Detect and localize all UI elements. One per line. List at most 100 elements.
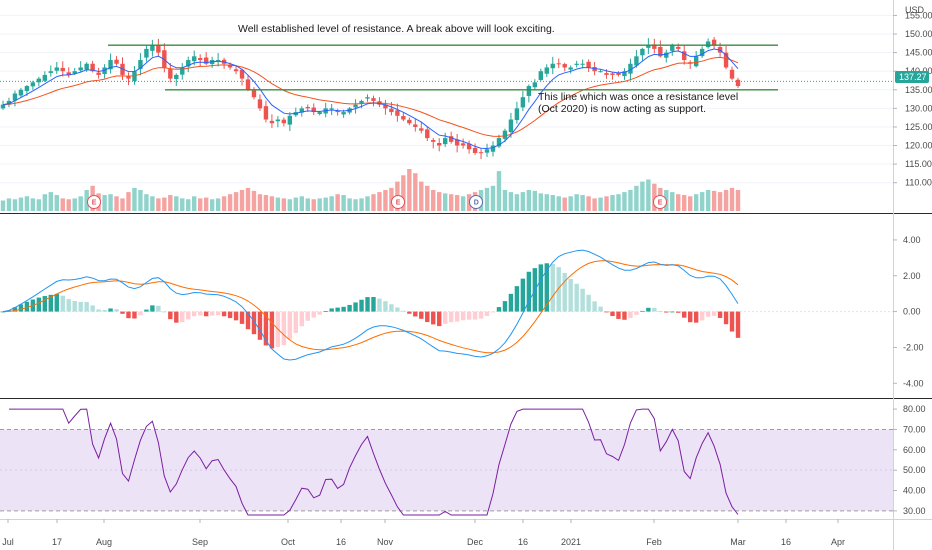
candle-body [0, 104, 6, 109]
volume-bar [66, 199, 71, 211]
volume-bar [670, 192, 675, 211]
time-tick-label: Nov [377, 537, 394, 547]
candle-body [48, 71, 54, 73]
macd-histogram-bar [610, 311, 615, 317]
rsi-panel [0, 408, 893, 516]
volume-bar [365, 196, 370, 211]
volume-bar [203, 197, 209, 211]
earnings-marker-label: E [658, 200, 663, 207]
macd-histogram-bar [556, 267, 561, 312]
macd-histogram-bar [395, 307, 400, 312]
volume-bar [245, 187, 251, 211]
candle-body [42, 74, 48, 81]
volume-bar [401, 175, 406, 211]
candle-body [664, 52, 669, 58]
volume-bar [251, 190, 257, 211]
candle-body [305, 107, 310, 109]
macd-histogram-bar [251, 311, 257, 335]
macd-histogram-bar [670, 311, 675, 313]
volume-bar [508, 192, 514, 211]
time-tick-label: Sep [192, 537, 208, 547]
macd-histogram-bar [54, 293, 59, 312]
price-tick-label: 130.00 [905, 103, 932, 113]
volume-bar [18, 197, 24, 211]
earnings-marker[interactable] [87, 195, 101, 209]
macd-histogram-bar [616, 311, 621, 319]
volume-bar [317, 198, 322, 211]
candle-body [174, 74, 179, 80]
volume-bar [323, 197, 328, 211]
candle-body [413, 124, 418, 127]
volume-bar [502, 190, 508, 211]
candle-body [383, 104, 388, 109]
candle-body [550, 63, 555, 69]
macd-histogram-bar [347, 304, 352, 312]
candle-body [96, 72, 101, 75]
macd-histogram-bar [658, 311, 663, 312]
candle-body [478, 152, 484, 154]
candle-body [622, 71, 627, 77]
macd-histogram-bar [353, 302, 358, 312]
macd-histogram-bar [634, 311, 639, 315]
volume-bar [484, 187, 490, 211]
volume-bar [377, 192, 382, 211]
macd-histogram-bar [144, 309, 149, 312]
macd-histogram-bar [723, 311, 729, 325]
macd-histogram-bar [299, 311, 304, 327]
candle-body [472, 147, 478, 153]
volume-bar [335, 194, 340, 211]
macd-histogram-bar [66, 299, 71, 312]
macd-signal-line [2, 260, 739, 354]
macd-histogram-bar [197, 311, 203, 316]
last-price-label: 137.27 [899, 72, 927, 82]
volume-bar [592, 198, 597, 211]
volume-bar [604, 196, 609, 211]
earnings-marker[interactable] [653, 195, 667, 209]
support-annotation-line2: (Oct 2020) is now acting as support. [538, 103, 706, 115]
candle-body [496, 138, 502, 147]
price-tick-label: 155.00 [905, 10, 932, 20]
candle-body [628, 63, 633, 74]
candle-body [705, 41, 711, 48]
candle-body [711, 39, 717, 46]
macd-histogram-bar [664, 311, 669, 313]
candle-body [448, 136, 454, 142]
macd-histogram-bar [174, 311, 179, 323]
candle-body [395, 110, 400, 116]
candle-body [568, 67, 573, 70]
candle-body [574, 63, 579, 65]
macd-histogram-bar [203, 311, 209, 317]
volume-bar [209, 199, 215, 211]
volume-bar [460, 196, 466, 211]
candle-body [90, 63, 95, 72]
volume-bar [419, 181, 424, 211]
candle-body [120, 63, 125, 75]
time-tick-label: 2021 [561, 537, 581, 547]
volume-bar [413, 173, 418, 211]
macd-histogram-bar [538, 264, 544, 312]
volume-bar [221, 196, 227, 211]
rsi-tick-label: 70.00 [903, 424, 926, 434]
macd-tick-label: 2.00 [903, 271, 921, 281]
candle-body [150, 45, 155, 51]
volume-bar [78, 196, 83, 211]
dividend-marker[interactable] [469, 195, 483, 209]
volume-bar [496, 171, 502, 211]
candle-body [389, 108, 394, 113]
macd-histogram-bar [514, 286, 520, 312]
macd-histogram-bar [520, 278, 526, 312]
macd-histogram-bar [377, 298, 382, 312]
macd-histogram-bar [484, 311, 490, 316]
macd-histogram-bar [442, 311, 448, 324]
candle-body [431, 140, 436, 142]
earnings-marker[interactable] [391, 195, 405, 209]
candle-body [126, 76, 131, 79]
time-tick-label: Oct [281, 537, 296, 547]
volume-bar [156, 198, 161, 211]
candle-body [108, 60, 113, 70]
macd-histogram-bar [114, 309, 119, 312]
volume-bar [215, 198, 221, 211]
macd-histogram-bar [478, 311, 484, 319]
